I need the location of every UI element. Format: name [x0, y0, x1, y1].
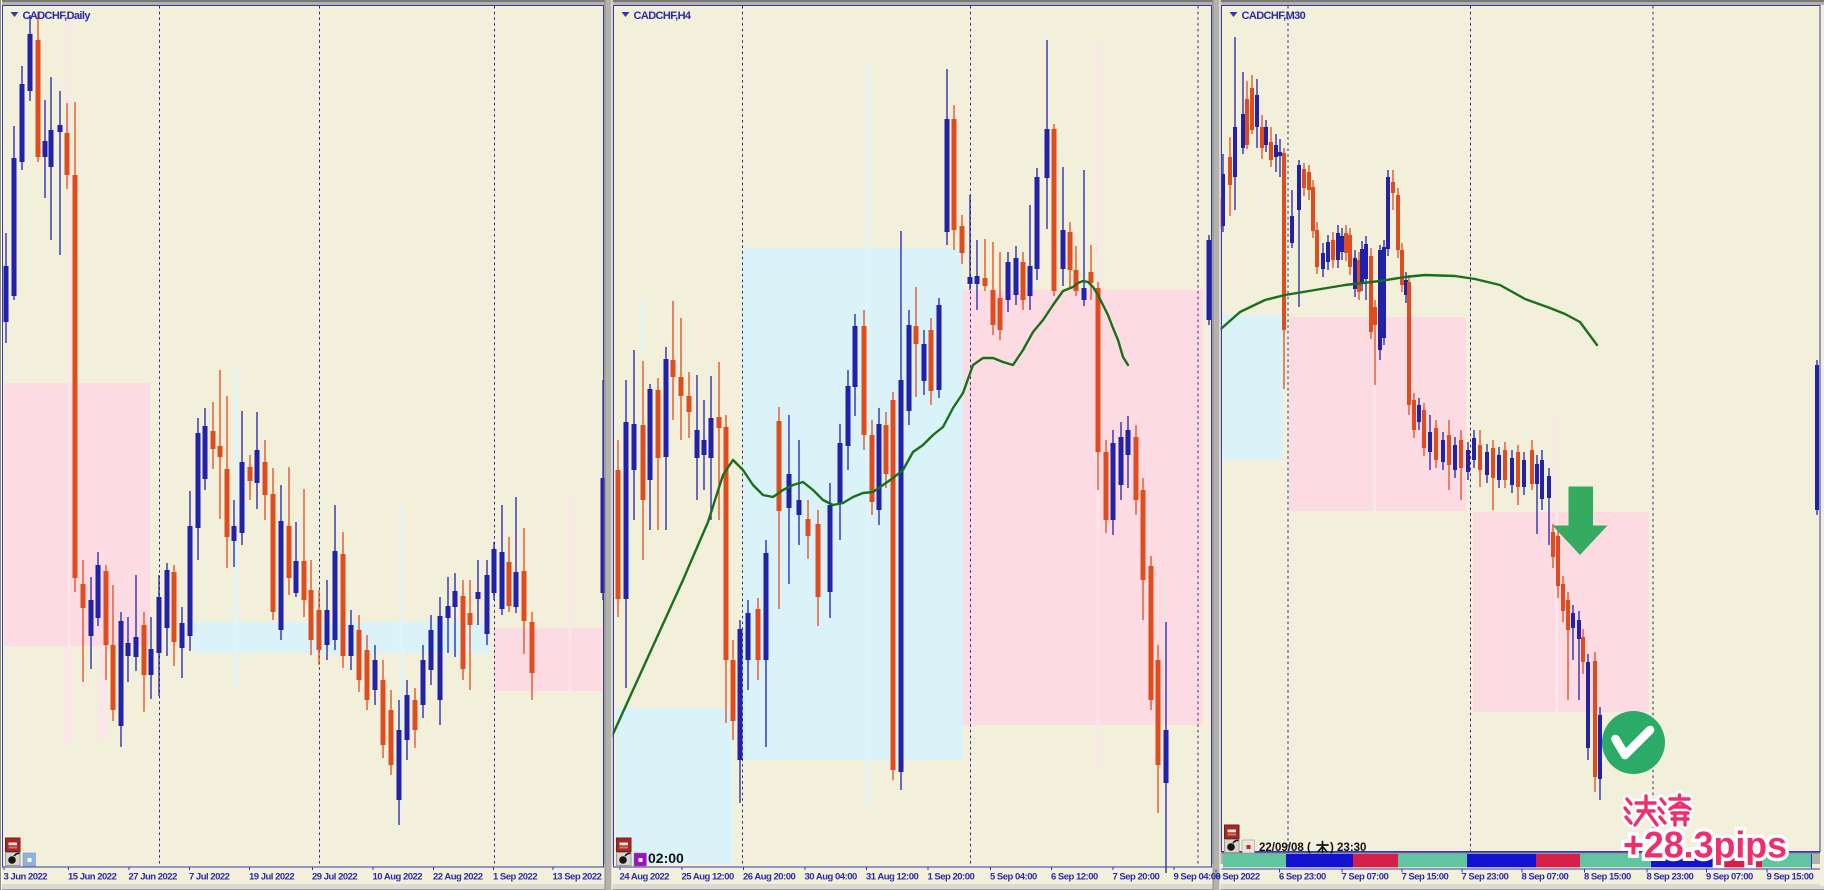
svg-text:27 Jun 2022: 27 Jun 2022: [129, 872, 178, 883]
svg-text:6 Sep 23:00: 6 Sep 23:00: [1279, 872, 1326, 883]
svg-text:7 Sep 20:00: 7 Sep 20:00: [1113, 872, 1160, 883]
svg-text:6 Sep 12:00: 6 Sep 12:00: [1051, 872, 1098, 883]
svg-text:9 Sep 07:00: 9 Sep 07:00: [1706, 872, 1753, 883]
svg-text:19 Jul 2022: 19 Jul 2022: [249, 872, 294, 883]
svg-text:CADCHF,Daily: CADCHF,Daily: [23, 10, 92, 22]
svg-text:7 Sep 07:00: 7 Sep 07:00: [1342, 872, 1389, 883]
svg-text:6 Sep 2022: 6 Sep 2022: [1216, 872, 1260, 883]
svg-text:) 23:30: ) 23:30: [1330, 842, 1366, 854]
svg-text:5 Sep 04:00: 5 Sep 04:00: [990, 872, 1037, 883]
svg-text:24 Aug 2022: 24 Aug 2022: [620, 872, 670, 883]
svg-text:29 Jul 2022: 29 Jul 2022: [312, 872, 357, 883]
svg-text:7 Sep 23:00: 7 Sep 23:00: [1462, 872, 1509, 883]
svg-text:CADCHF,M30: CADCHF,M30: [1242, 10, 1306, 22]
svg-text:22/09/08 (: 22/09/08 (: [1259, 842, 1311, 854]
svg-text:9 Sep 15:00: 9 Sep 15:00: [1767, 872, 1814, 883]
svg-text:1 Sep 2022: 1 Sep 2022: [493, 872, 537, 883]
svg-text:9 Sep 04:00: 9 Sep 04:00: [1174, 872, 1221, 883]
svg-text:8 Sep 15:00: 8 Sep 15:00: [1584, 872, 1631, 883]
svg-text:CADCHF,H4: CADCHF,H4: [634, 10, 692, 22]
svg-text:7 Jul 2022: 7 Jul 2022: [189, 872, 230, 883]
svg-text:13 Sep 2022: 13 Sep 2022: [553, 872, 602, 883]
svg-text:30 Aug 04:00: 30 Aug 04:00: [805, 872, 857, 883]
svg-text:10 Aug 2022: 10 Aug 2022: [373, 872, 423, 883]
svg-text:15 Jun 2022: 15 Jun 2022: [68, 872, 117, 883]
svg-text:25 Aug 12:00: 25 Aug 12:00: [682, 872, 734, 883]
svg-text:1 Sep 20:00: 1 Sep 20:00: [928, 872, 975, 883]
svg-text:7 Sep 15:00: 7 Sep 15:00: [1402, 872, 1449, 883]
svg-text:+28.3pips: +28.3pips: [1623, 824, 1787, 866]
svg-text:31 Aug 12:00: 31 Aug 12:00: [866, 872, 918, 883]
svg-text:8 Sep 23:00: 8 Sep 23:00: [1647, 872, 1694, 883]
svg-text:3 Jun 2022: 3 Jun 2022: [4, 872, 48, 883]
svg-text:22 Aug 2022: 22 Aug 2022: [433, 872, 483, 883]
svg-text:26 Aug 20:00: 26 Aug 20:00: [743, 872, 795, 883]
svg-text:02:00: 02:00: [648, 850, 684, 866]
svg-text:8 Sep 07:00: 8 Sep 07:00: [1522, 872, 1569, 883]
